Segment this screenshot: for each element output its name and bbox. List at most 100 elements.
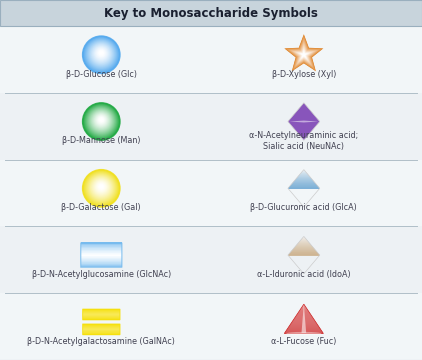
- Circle shape: [98, 49, 105, 57]
- Polygon shape: [302, 306, 306, 307]
- Polygon shape: [298, 243, 310, 244]
- Polygon shape: [296, 315, 312, 316]
- Bar: [83, 330, 120, 332]
- Bar: [81, 264, 122, 265]
- Polygon shape: [299, 50, 308, 59]
- Bar: [81, 265, 122, 266]
- Circle shape: [95, 46, 108, 60]
- Bar: [83, 324, 120, 325]
- Circle shape: [90, 109, 113, 132]
- Bar: [0, 26, 422, 93]
- Bar: [83, 327, 120, 328]
- Bar: [81, 259, 122, 260]
- Text: β-D-Xylose (Xyl): β-D-Xylose (Xyl): [272, 69, 336, 78]
- Polygon shape: [286, 329, 322, 330]
- Bar: [83, 309, 120, 310]
- Bar: [81, 255, 122, 256]
- Bar: [81, 260, 122, 261]
- Polygon shape: [291, 184, 316, 185]
- Bar: [81, 252, 122, 253]
- Circle shape: [93, 112, 109, 129]
- Bar: [83, 317, 120, 318]
- Circle shape: [92, 177, 111, 197]
- Circle shape: [93, 112, 110, 129]
- Circle shape: [88, 41, 115, 68]
- Text: α-L-Fucose (Fuc): α-L-Fucose (Fuc): [271, 337, 336, 346]
- Circle shape: [91, 177, 111, 198]
- Polygon shape: [303, 170, 305, 171]
- Circle shape: [97, 115, 106, 125]
- Bar: [83, 333, 120, 334]
- Polygon shape: [284, 34, 323, 71]
- Circle shape: [94, 180, 109, 194]
- Circle shape: [94, 46, 109, 61]
- Bar: [83, 326, 120, 327]
- Polygon shape: [285, 332, 323, 333]
- Polygon shape: [298, 312, 310, 313]
- Bar: [83, 311, 120, 312]
- Polygon shape: [298, 176, 310, 177]
- Bar: [83, 325, 120, 326]
- Bar: [81, 266, 122, 267]
- Circle shape: [91, 44, 111, 64]
- Bar: [83, 310, 120, 311]
- Text: β-D-Ν-Acetylglucosamine (GlcNAc): β-D-Ν-Acetylglucosamine (GlcNAc): [32, 270, 171, 279]
- Bar: [81, 247, 122, 248]
- Bar: [81, 246, 122, 247]
- Polygon shape: [300, 308, 307, 309]
- Bar: [83, 328, 120, 329]
- Circle shape: [89, 41, 114, 67]
- Polygon shape: [303, 304, 305, 305]
- Bar: [81, 255, 122, 256]
- Polygon shape: [300, 241, 308, 242]
- Circle shape: [85, 105, 118, 138]
- Circle shape: [83, 170, 120, 207]
- Polygon shape: [286, 330, 322, 332]
- Bar: [83, 314, 120, 315]
- Polygon shape: [292, 321, 316, 322]
- Circle shape: [90, 42, 113, 65]
- Circle shape: [95, 48, 107, 59]
- Bar: [0, 159, 422, 226]
- Bar: [81, 256, 122, 257]
- Bar: [81, 251, 122, 252]
- Bar: [81, 263, 122, 264]
- Bar: [83, 312, 120, 314]
- Polygon shape: [295, 246, 313, 247]
- Circle shape: [97, 49, 106, 57]
- Polygon shape: [285, 35, 322, 71]
- Bar: [83, 319, 120, 320]
- Circle shape: [85, 172, 118, 204]
- Circle shape: [97, 116, 106, 124]
- Bar: [81, 248, 122, 249]
- Bar: [0, 0, 422, 26]
- Polygon shape: [293, 181, 314, 182]
- Polygon shape: [295, 316, 312, 317]
- Bar: [81, 250, 122, 252]
- Polygon shape: [294, 180, 314, 181]
- Circle shape: [95, 114, 107, 126]
- Circle shape: [92, 45, 111, 63]
- Polygon shape: [299, 310, 308, 311]
- Polygon shape: [290, 185, 318, 186]
- Circle shape: [86, 39, 116, 70]
- Circle shape: [93, 179, 109, 195]
- Bar: [81, 243, 122, 244]
- Circle shape: [98, 50, 104, 56]
- Polygon shape: [297, 47, 311, 61]
- Bar: [81, 254, 122, 255]
- Circle shape: [90, 110, 112, 131]
- Bar: [83, 310, 120, 311]
- Circle shape: [97, 183, 106, 191]
- Polygon shape: [295, 45, 313, 62]
- Circle shape: [87, 106, 116, 136]
- Text: β-D-Glucuronic acid (GlcA): β-D-Glucuronic acid (GlcA): [251, 203, 357, 212]
- Circle shape: [93, 45, 110, 62]
- Circle shape: [87, 40, 116, 68]
- Polygon shape: [300, 51, 308, 58]
- Text: β-D-Mannose (Man): β-D-Mannose (Man): [62, 136, 141, 145]
- Bar: [0, 293, 422, 360]
- Circle shape: [97, 182, 106, 192]
- Circle shape: [89, 175, 114, 200]
- Bar: [81, 247, 122, 248]
